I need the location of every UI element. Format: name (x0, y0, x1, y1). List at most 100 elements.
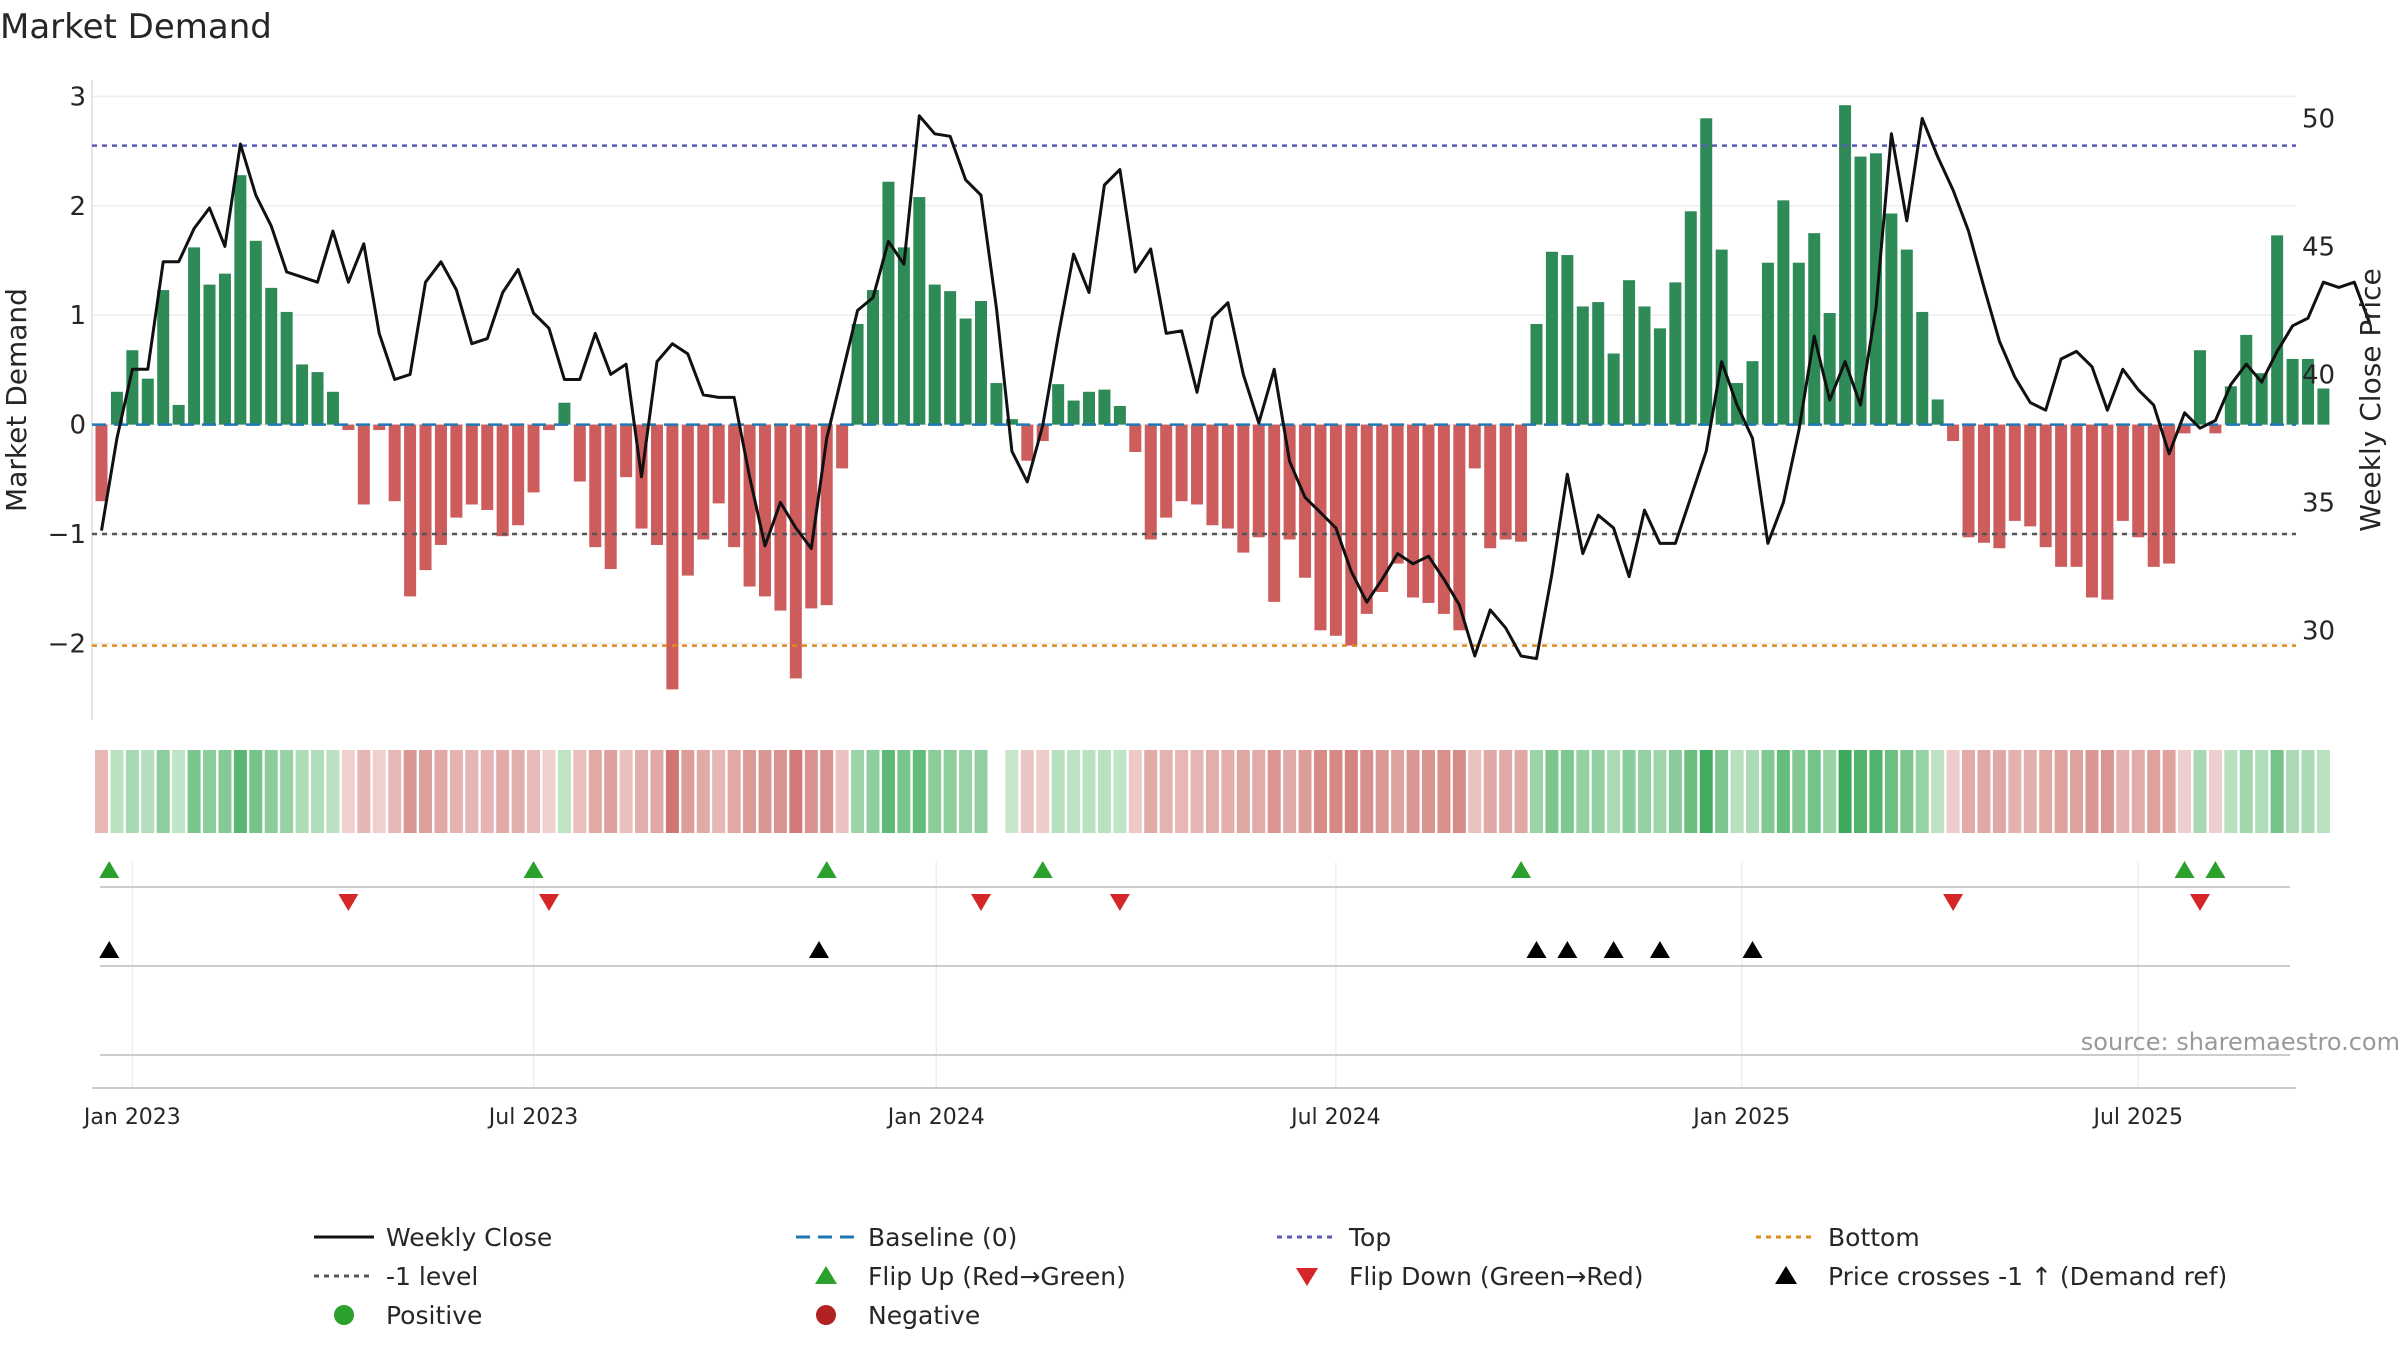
demand-bars (95, 105, 2330, 690)
demand-heat-strip (95, 750, 2330, 833)
demand-bar (1252, 424, 1265, 538)
legend-label: Price crosses -1 ↑ (Demand ref) (1828, 1262, 2227, 1291)
legend-swatch (1296, 1268, 1318, 1286)
demand-bar (296, 364, 309, 425)
heat-cell (1854, 750, 1868, 833)
flip-down-marker (538, 894, 559, 911)
demand-bar (1530, 323, 1543, 425)
demand-bar (1545, 251, 1558, 425)
demand-bar (1083, 391, 1096, 425)
demand-bar (311, 372, 324, 425)
price-cross-marker (1603, 941, 1624, 958)
demand-bar (465, 424, 478, 505)
demand-bar (573, 424, 586, 482)
heat-cell (2070, 750, 2084, 833)
demand-bar (1746, 361, 1759, 425)
demand-bar (2132, 424, 2145, 538)
heat-cell (1468, 750, 1482, 833)
heat-cell (619, 750, 633, 833)
heat-cell (851, 750, 865, 833)
demand-bar (1314, 424, 1327, 631)
heat-cell (1591, 750, 1605, 833)
right-tick-label: 40 (2302, 360, 2335, 390)
demand-bar (1268, 424, 1281, 602)
heat-cell (388, 750, 402, 833)
heat-cell (341, 750, 355, 833)
flip-down-marker (338, 894, 359, 911)
flip-up-marker (1511, 861, 1532, 878)
demand-bar (2070, 424, 2083, 567)
left-y-axis-label: Market Demand (0, 288, 33, 512)
heat-cell (1036, 750, 1050, 833)
demand-bar (1206, 424, 1219, 526)
legend: Weekly Close Baseline (0) Top Bottom -1 leve… (314, 1223, 2227, 1330)
heat-cell (1684, 750, 1698, 833)
heat-cell (1607, 750, 1621, 833)
demand-bar (805, 424, 818, 609)
left-y-ticks: 3 2 1 0 −1 −2 (48, 82, 86, 659)
heat-cell (1236, 750, 1250, 833)
heat-cell (1067, 750, 1081, 833)
demand-bar (157, 290, 170, 425)
demand-bar (1113, 406, 1126, 425)
right-tick-label: 45 (2302, 232, 2335, 262)
heat-cell (1699, 750, 1713, 833)
heat-cell (557, 750, 571, 833)
heat-cell (1715, 750, 1729, 833)
heat-cell (1977, 750, 1991, 833)
demand-bar (95, 424, 108, 502)
heat-cell (372, 750, 386, 833)
demand-bar (1561, 255, 1574, 425)
heat-cell (511, 750, 525, 833)
demand-bar (1592, 302, 1605, 425)
demand-bar (2039, 424, 2052, 548)
heat-cell (1576, 750, 1590, 833)
heat-cell (1344, 750, 1358, 833)
demand-bar (1993, 424, 2006, 549)
demand-bar (2147, 424, 2160, 567)
demand-bar (1391, 424, 1404, 564)
legend-entry: -1 level (314, 1262, 478, 1291)
demand-bar (234, 175, 247, 425)
x-tick-label: Jul 2024 (1289, 1105, 1381, 1130)
legend-label: Flip Up (Red→Green) (868, 1262, 1126, 1291)
flip-down-marker (971, 894, 992, 911)
demand-bar (681, 424, 694, 576)
demand-bar (944, 291, 957, 425)
reference-lines (92, 144, 2296, 647)
heat-cell (2208, 750, 2222, 833)
legend-entry: Weekly Close (314, 1223, 552, 1252)
flip-up-marker (2205, 861, 2226, 878)
heat-cell (1113, 750, 1127, 833)
demand-bar (1499, 424, 1512, 540)
demand-bar (1021, 424, 1034, 461)
heat-cell (1915, 750, 1929, 833)
heat-cell (1375, 750, 1389, 833)
demand-bar (2008, 424, 2021, 521)
heat-cell (820, 750, 834, 833)
heat-cell (434, 750, 448, 833)
heat-cell (1746, 750, 1760, 833)
heat-cell (2008, 750, 2022, 833)
heat-cell (1313, 750, 1327, 833)
demand-bar (1808, 233, 1821, 425)
heat-cell (156, 750, 170, 833)
price-cross-marker (1742, 941, 1763, 958)
heat-cell (2162, 750, 2176, 833)
demand-bar (326, 391, 339, 425)
demand-bar (2301, 358, 2314, 425)
heat-cell (912, 750, 926, 833)
heat-cell (1823, 750, 1837, 833)
heat-cell (233, 750, 247, 833)
demand-bar (450, 424, 463, 518)
legend-swatch (1775, 1266, 1797, 1284)
heat-cell (789, 750, 803, 833)
demand-bar (2255, 373, 2268, 425)
demand-bar (913, 197, 926, 425)
heat-cell (2116, 750, 2130, 833)
heat-cell (1298, 750, 1312, 833)
heat-cell (1638, 750, 1651, 833)
legend-label: Bottom (1828, 1223, 1920, 1252)
demand-bar (1900, 249, 1913, 425)
legend-label: Top (1348, 1223, 1391, 1252)
